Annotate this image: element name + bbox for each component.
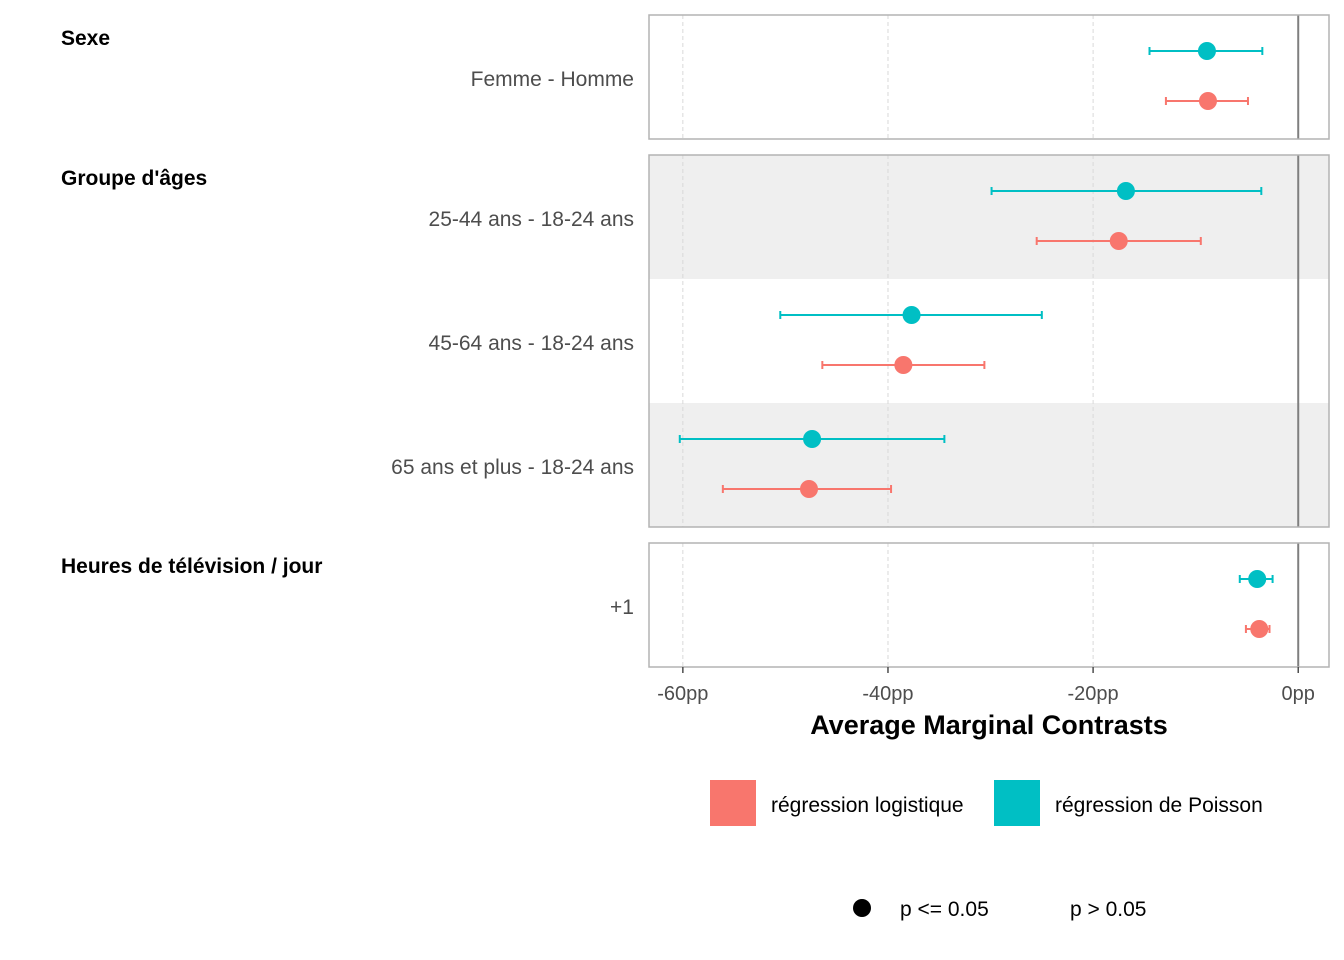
x-axis: Average Marginal Contrasts -60pp -40pp -20… bbox=[657, 667, 1315, 740]
facet-title: Heures de télévision / jour bbox=[61, 555, 322, 578]
legend-significant-label: p <= 0.05 bbox=[900, 898, 989, 921]
estimate-point-poisson bbox=[902, 306, 921, 324]
x-axis-title: Average Marginal Contrasts bbox=[810, 710, 1168, 740]
row-band bbox=[649, 403, 1329, 527]
estimate-point-poisson bbox=[1248, 570, 1267, 588]
estimate-point-poisson bbox=[1116, 182, 1135, 200]
row-label: 65 ans et plus - 18-24 ans bbox=[391, 456, 634, 479]
row-label: +1 bbox=[610, 596, 634, 619]
row-label: 25-44 ans - 18-24 ans bbox=[429, 208, 634, 231]
estimate-point-poisson bbox=[803, 430, 822, 448]
legend-significance: p <= 0.05 p > 0.05 bbox=[853, 898, 1146, 921]
x-tick-label: -40pp bbox=[862, 683, 913, 705]
row-label: 45-64 ans - 18-24 ans bbox=[429, 332, 634, 355]
row-band bbox=[649, 155, 1329, 279]
x-tick-label: -60pp bbox=[657, 683, 708, 705]
estimate-point-logistic bbox=[894, 356, 913, 374]
facet-title: Groupe d'âges bbox=[61, 167, 207, 190]
facet-title: Sexe bbox=[61, 27, 110, 50]
x-tick-label: 0pp bbox=[1282, 683, 1315, 705]
legend-swatch-poisson bbox=[994, 780, 1040, 826]
estimate-point-logistic bbox=[1250, 620, 1269, 638]
legend-series: régression logistique régression de Pois… bbox=[710, 780, 1263, 826]
legend-label-logistic: régression logistique bbox=[771, 794, 964, 817]
row-label: Femme - Homme bbox=[471, 68, 634, 91]
legend-not-significant-label: p > 0.05 bbox=[1070, 898, 1146, 921]
estimate-point-logistic bbox=[1198, 92, 1217, 110]
facet-panel-border bbox=[648, 154, 1330, 528]
facet-1: Groupe d'âges 25-44 ans - 18-24 ans 45-64 … bbox=[61, 154, 1330, 528]
legend-label-poisson: régression de Poisson bbox=[1055, 794, 1263, 817]
legend-swatch-logistic bbox=[710, 780, 756, 826]
facet-panel-border bbox=[648, 542, 1330, 668]
legend-significant-dot bbox=[853, 899, 871, 917]
estimate-point-poisson bbox=[1197, 42, 1216, 60]
estimate-point-logistic bbox=[1109, 232, 1128, 250]
estimate-point-logistic bbox=[800, 480, 818, 498]
facet-0: Sexe Femme - Homme bbox=[61, 14, 1330, 140]
facet-2: Heures de télévision / jour +1 bbox=[61, 542, 1330, 668]
facet-panel-border bbox=[648, 14, 1330, 140]
x-tick-label: -20pp bbox=[1068, 683, 1119, 705]
facets-layer: Sexe Femme - Homme Groupe d'âges 25-44 ans … bbox=[61, 14, 1330, 668]
